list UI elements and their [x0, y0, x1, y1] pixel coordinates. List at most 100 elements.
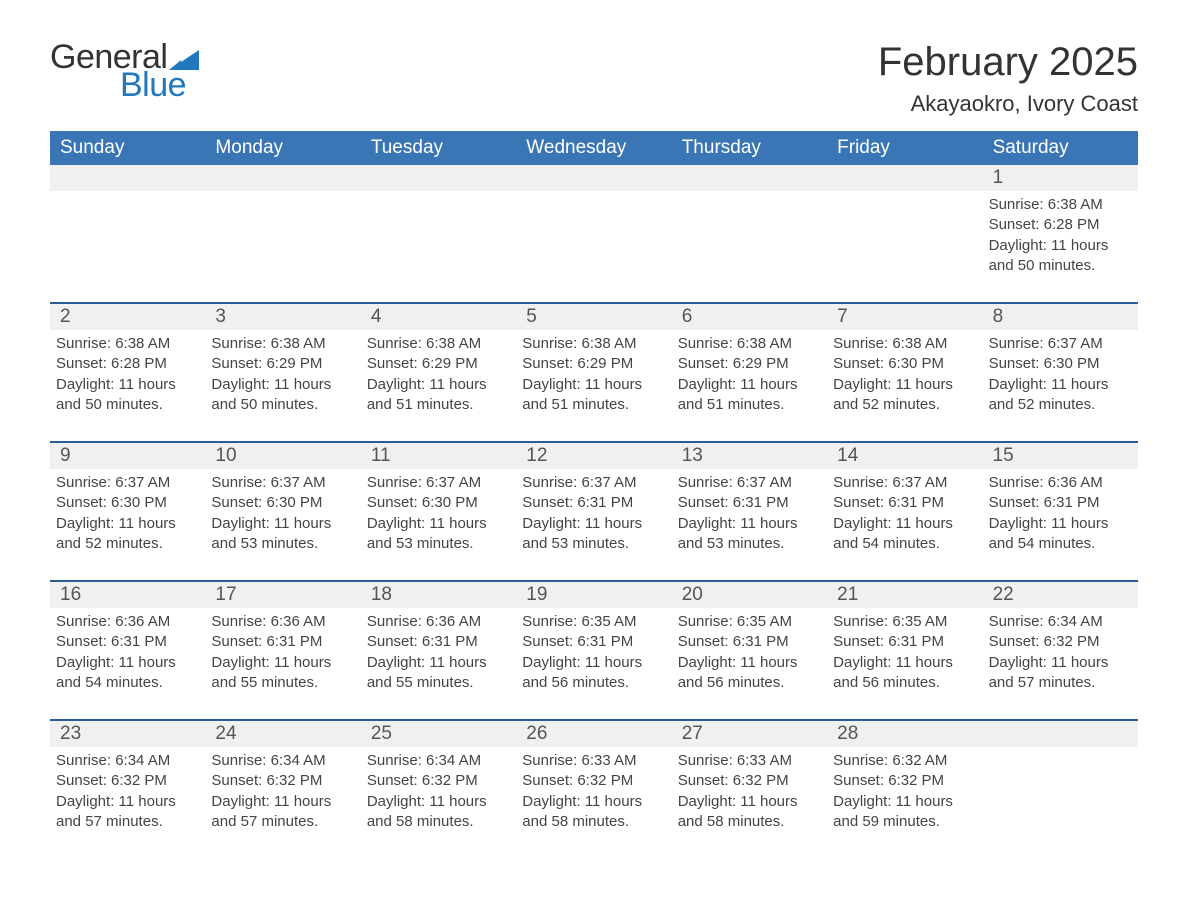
sunset-line: Sunset: 6:32 PM — [56, 771, 199, 791]
calendar: SundayMondayTuesdayWednesdayThursdayFrid… — [50, 131, 1138, 840]
calendar-week: 9Sunrise: 6:37 AMSunset: 6:30 PMDaylight… — [50, 441, 1138, 562]
day-number: 28 — [827, 721, 982, 747]
day-number — [827, 165, 982, 191]
weekday-label: Sunday — [50, 131, 205, 165]
daylight-line: Daylight: 11 hours and 52 minutes. — [56, 514, 199, 555]
day-number — [672, 165, 827, 191]
weekday-label: Saturday — [983, 131, 1138, 165]
calendar-cell: 22 Sunrise: 6:34 AMSunset: 6:32 PMDayligh… — [983, 582, 1138, 701]
sunrise-line: Sunrise: 6:34 AM — [367, 751, 510, 771]
calendar-cell — [50, 165, 205, 284]
daylight-line: Daylight: 11 hours and 56 minutes. — [833, 653, 976, 694]
calendar-cell: 20Sunrise: 6:35 AMSunset: 6:31 PMDayligh… — [672, 582, 827, 701]
day-number: 12 — [516, 443, 671, 469]
day-number: 26 — [516, 721, 671, 747]
day-number: 9 — [50, 443, 205, 469]
sunset-line: Sunset: 6:31 PM — [989, 493, 1132, 513]
sunset-line: Sunset: 6:31 PM — [833, 632, 976, 652]
day-number: 10 — [205, 443, 360, 469]
day-number — [50, 165, 205, 191]
day-number — [983, 721, 1138, 747]
title-block: February 2025 Akayaokro, Ivory Coast — [878, 40, 1138, 117]
sunset-line: Sunset: 6:31 PM — [678, 632, 821, 652]
daylight-line: Daylight: 11 hours and 58 minutes. — [522, 792, 665, 833]
day-number: 8 — [983, 304, 1138, 330]
sunrise-line: Sunrise: 6:38 AM — [367, 334, 510, 354]
day-details: Sunrise: 6:35 AMSunset: 6:31 PMDaylight:… — [678, 612, 821, 693]
daylight-line: Daylight: 11 hours and 51 minutes. — [367, 375, 510, 416]
logo: General Blue — [50, 40, 199, 102]
daylight-line: Daylight: 11 hours and 53 minutes. — [522, 514, 665, 555]
day-details: Sunrise: 6:34 AMSunset: 6:32 PMDaylight:… — [211, 751, 354, 832]
sunset-line: Sunset: 6:32 PM — [522, 771, 665, 791]
daylight-line: Daylight: 11 hours and 52 minutes. — [989, 375, 1132, 416]
daylight-line: Daylight: 11 hours and 57 minutes. — [211, 792, 354, 833]
location-label: Akayaokro, Ivory Coast — [878, 91, 1138, 117]
calendar-cell: 10 Sunrise: 6:37 AMSunset: 6:30 PMDayligh… — [205, 443, 360, 562]
day-number: 6 — [672, 304, 827, 330]
sunrise-line: Sunrise: 6:35 AM — [833, 612, 976, 632]
daylight-line: Daylight: 11 hours and 54 minutes. — [989, 514, 1132, 555]
calendar-cell: 28 Sunrise: 6:32 AMSunset: 6:32 PMDayligh… — [827, 721, 982, 840]
sunrise-line: Sunrise: 6:38 AM — [522, 334, 665, 354]
sunset-line: Sunset: 6:31 PM — [678, 493, 821, 513]
day-details: Sunrise: 6:37 AMSunset: 6:30 PMDaylight:… — [367, 473, 510, 554]
day-details: Sunrise: 6:38 AMSunset: 6:29 PMDaylight:… — [211, 334, 354, 415]
calendar-cell: 11 Sunrise: 6:37 AMSunset: 6:30 PMDayligh… — [361, 443, 516, 562]
day-number: 24 — [205, 721, 360, 747]
day-number: 1 — [983, 165, 1138, 191]
sunrise-line: Sunrise: 6:38 AM — [833, 334, 976, 354]
sunset-line: Sunset: 6:31 PM — [833, 493, 976, 513]
sunrise-line: Sunrise: 6:32 AM — [833, 751, 976, 771]
day-details: Sunrise: 6:36 AMSunset: 6:31 PMDaylight:… — [56, 612, 199, 693]
daylight-line: Daylight: 11 hours and 55 minutes. — [211, 653, 354, 694]
calendar-cell: 7Sunrise: 6:38 AMSunset: 6:30 PMDaylight… — [827, 304, 982, 423]
day-number: 11 — [361, 443, 516, 469]
day-number: 15 — [983, 443, 1138, 469]
daylight-line: Daylight: 11 hours and 51 minutes. — [678, 375, 821, 416]
sunset-line: Sunset: 6:29 PM — [367, 354, 510, 374]
sunrise-line: Sunrise: 6:38 AM — [56, 334, 199, 354]
day-details: Sunrise: 6:37 AMSunset: 6:30 PMDaylight:… — [211, 473, 354, 554]
day-number: 14 — [827, 443, 982, 469]
daylight-line: Daylight: 11 hours and 50 minutes. — [211, 375, 354, 416]
day-details: Sunrise: 6:33 AMSunset: 6:32 PMDaylight:… — [678, 751, 821, 832]
calendar-cell: 25 Sunrise: 6:34 AMSunset: 6:32 PMDayligh… — [361, 721, 516, 840]
day-number — [516, 165, 671, 191]
calendar-cell: 14Sunrise: 6:37 AMSunset: 6:31 PMDayligh… — [827, 443, 982, 562]
sunrise-line: Sunrise: 6:36 AM — [56, 612, 199, 632]
sunset-line: Sunset: 6:30 PM — [211, 493, 354, 513]
logo-word-blue: Blue — [120, 68, 199, 102]
sunrise-line: Sunrise: 6:35 AM — [522, 612, 665, 632]
day-details: Sunrise: 6:32 AMSunset: 6:32 PMDaylight:… — [833, 751, 976, 832]
day-details: Sunrise: 6:37 AMSunset: 6:30 PMDaylight:… — [56, 473, 199, 554]
sunrise-line: Sunrise: 6:37 AM — [367, 473, 510, 493]
sunset-line: Sunset: 6:31 PM — [522, 632, 665, 652]
day-details: Sunrise: 6:36 AMSunset: 6:31 PMDaylight:… — [211, 612, 354, 693]
day-details: Sunrise: 6:34 AMSunset: 6:32 PMDaylight:… — [989, 612, 1132, 693]
day-number: 22 — [983, 582, 1138, 608]
calendar-cell: 3Sunrise: 6:38 AMSunset: 6:29 PMDaylight… — [205, 304, 360, 423]
calendar-cell: 13Sunrise: 6:37 AMSunset: 6:31 PMDayligh… — [672, 443, 827, 562]
sunset-line: Sunset: 6:30 PM — [833, 354, 976, 374]
sunrise-line: Sunrise: 6:36 AM — [989, 473, 1132, 493]
calendar-cell: 23Sunrise: 6:34 AMSunset: 6:32 PMDayligh… — [50, 721, 205, 840]
day-details: Sunrise: 6:37 AMSunset: 6:31 PMDaylight:… — [522, 473, 665, 554]
day-details: Sunrise: 6:35 AMSunset: 6:31 PMDaylight:… — [833, 612, 976, 693]
daylight-line: Daylight: 11 hours and 55 minutes. — [367, 653, 510, 694]
weekday-label: Friday — [827, 131, 982, 165]
calendar-cell — [672, 165, 827, 284]
sunset-line: Sunset: 6:32 PM — [989, 632, 1132, 652]
day-details: Sunrise: 6:37 AMSunset: 6:31 PMDaylight:… — [678, 473, 821, 554]
calendar-cell — [361, 165, 516, 284]
sunset-line: Sunset: 6:32 PM — [833, 771, 976, 791]
day-number: 25 — [361, 721, 516, 747]
sunrise-line: Sunrise: 6:34 AM — [211, 751, 354, 771]
day-number: 19 — [516, 582, 671, 608]
day-details: Sunrise: 6:38 AMSunset: 6:28 PMDaylight:… — [56, 334, 199, 415]
day-details: Sunrise: 6:34 AMSunset: 6:32 PMDaylight:… — [367, 751, 510, 832]
calendar-cell — [516, 165, 671, 284]
daylight-line: Daylight: 11 hours and 54 minutes. — [833, 514, 976, 555]
daylight-line: Daylight: 11 hours and 53 minutes. — [678, 514, 821, 555]
sunset-line: Sunset: 6:31 PM — [211, 632, 354, 652]
